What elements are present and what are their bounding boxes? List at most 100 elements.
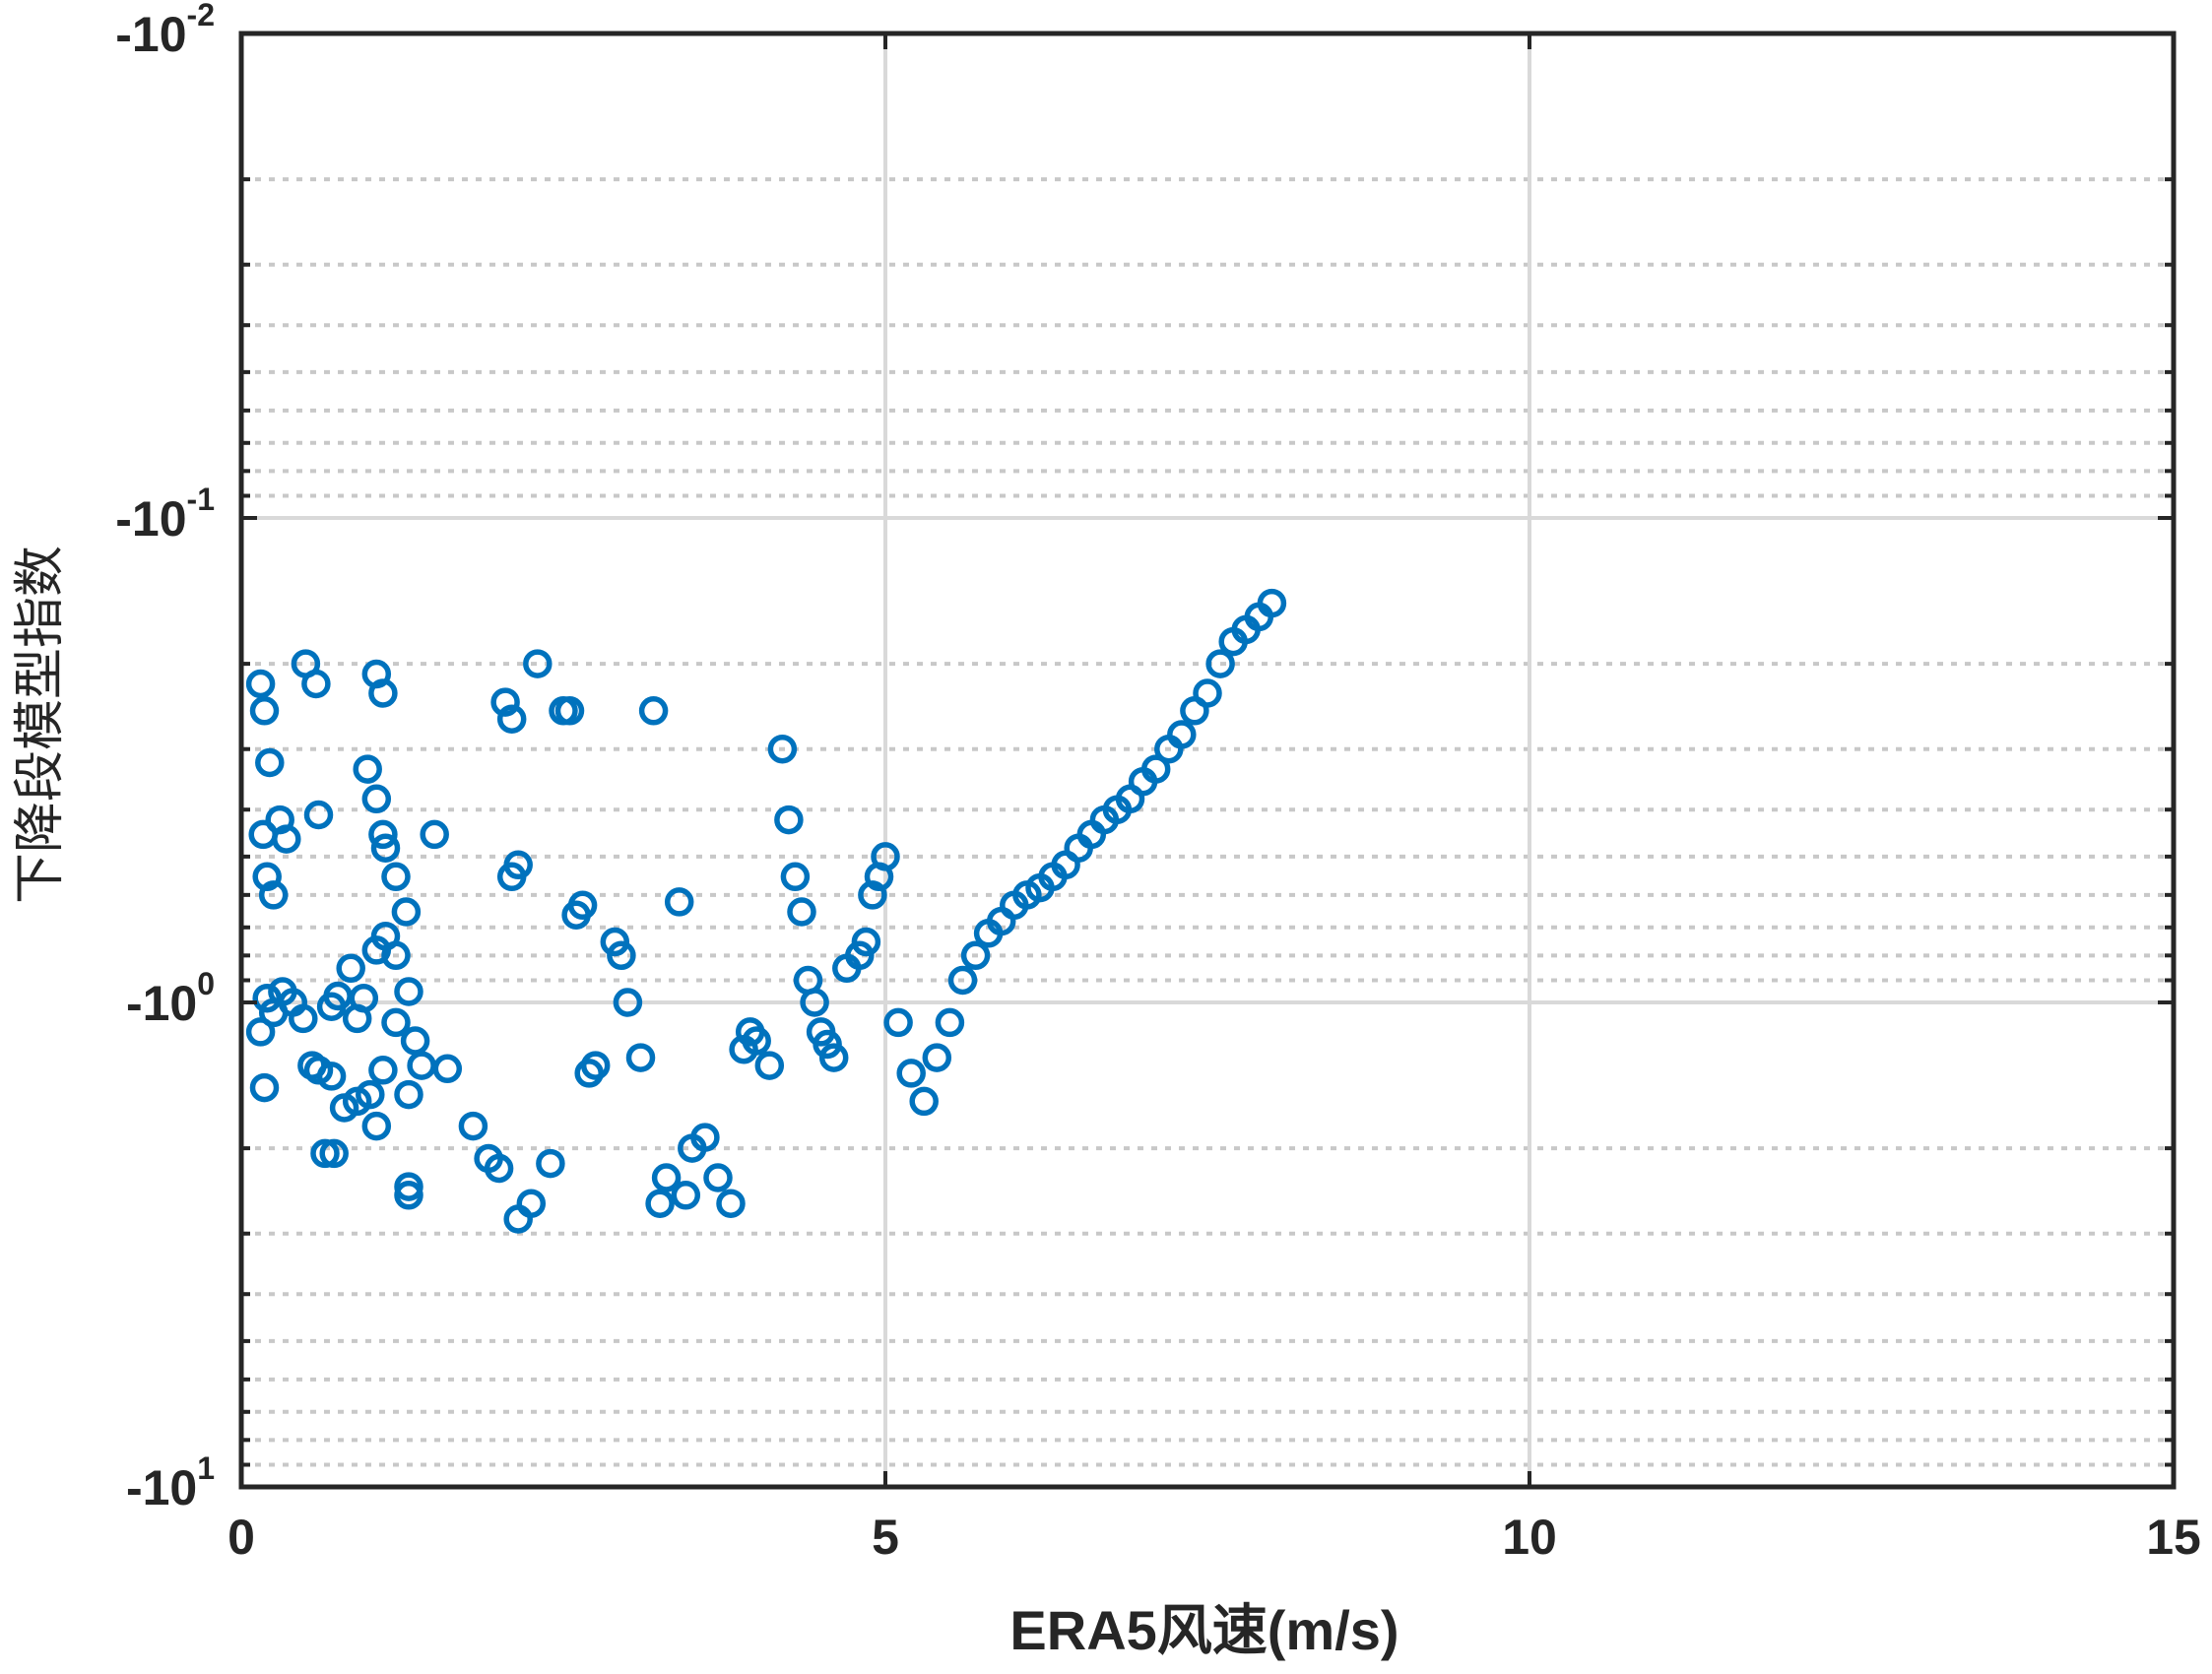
y-tick-label: -10-2 bbox=[115, 0, 215, 62]
data-point bbox=[303, 800, 334, 830]
data-point bbox=[381, 940, 411, 971]
data-point bbox=[947, 965, 978, 996]
data-point bbox=[370, 833, 401, 863]
x-tick-label: 15 bbox=[2146, 1510, 2201, 1565]
x-tick-label: 5 bbox=[872, 1510, 899, 1565]
data-point bbox=[249, 1072, 280, 1103]
data-point bbox=[767, 734, 798, 764]
data-point bbox=[381, 862, 411, 892]
data-point bbox=[851, 927, 881, 957]
data-point bbox=[1205, 649, 1235, 678]
data-point bbox=[407, 1051, 436, 1080]
data-point bbox=[651, 1163, 682, 1192]
data-point bbox=[258, 880, 289, 910]
y-tick-label: -100 bbox=[126, 966, 215, 1031]
data-point bbox=[301, 669, 331, 699]
data-point bbox=[368, 678, 398, 708]
data-point bbox=[1257, 588, 1287, 618]
data-point bbox=[1140, 754, 1171, 784]
data-point bbox=[458, 1111, 488, 1141]
data-point bbox=[780, 862, 811, 892]
data-point bbox=[361, 784, 392, 814]
data-point bbox=[394, 1172, 423, 1201]
data-point bbox=[394, 1181, 423, 1210]
axes-frame bbox=[238, 31, 2177, 1490]
x-tick-label: 10 bbox=[1502, 1510, 1557, 1565]
data-point bbox=[310, 1138, 340, 1169]
data-point bbox=[289, 1003, 318, 1034]
data-point bbox=[960, 940, 991, 971]
y-tick-labels: -10-2 -10-1 -100 -101 bbox=[115, 0, 215, 1515]
data-point bbox=[818, 1043, 849, 1072]
data-point bbox=[1193, 678, 1222, 708]
y-tick-label: -101 bbox=[126, 1450, 215, 1515]
data-point bbox=[561, 900, 591, 930]
data-point bbox=[625, 1043, 656, 1072]
x-axis-label: ERA5风速(m/s) bbox=[1009, 1599, 1399, 1661]
data-point bbox=[800, 988, 829, 1017]
data-point bbox=[432, 1054, 463, 1084]
data-point bbox=[935, 1007, 965, 1038]
data-point bbox=[394, 977, 423, 1006]
data-point bbox=[503, 1204, 533, 1234]
data-point bbox=[391, 897, 422, 927]
data-point bbox=[245, 669, 276, 699]
data-point bbox=[420, 819, 449, 850]
data-point bbox=[703, 1163, 733, 1192]
data-point bbox=[716, 1189, 746, 1218]
data-point bbox=[394, 1079, 423, 1110]
data-point bbox=[516, 1189, 547, 1218]
data-point bbox=[316, 1062, 347, 1091]
data-point bbox=[896, 1059, 926, 1088]
data-point bbox=[381, 1007, 411, 1038]
data-point bbox=[349, 983, 379, 1013]
x-tick-label: 0 bbox=[228, 1510, 255, 1565]
data-point bbox=[787, 897, 816, 927]
data-point bbox=[871, 842, 900, 871]
data-point bbox=[255, 747, 285, 778]
data-point bbox=[845, 940, 875, 971]
data-point bbox=[664, 887, 694, 917]
data-point bbox=[319, 1138, 349, 1169]
data-point bbox=[490, 687, 520, 717]
data-point bbox=[909, 1086, 939, 1117]
data-point bbox=[368, 819, 398, 850]
data-point bbox=[245, 1017, 276, 1047]
plot-frame bbox=[238, 31, 2177, 1490]
data-point bbox=[249, 696, 280, 726]
data-point bbox=[368, 1056, 398, 1085]
data-point bbox=[922, 1043, 952, 1072]
data-point bbox=[272, 824, 301, 854]
data-point bbox=[607, 940, 636, 971]
data-point bbox=[336, 953, 365, 984]
grid bbox=[239, 32, 2176, 1489]
data-point bbox=[536, 1148, 565, 1179]
data-point bbox=[353, 754, 382, 784]
data-point bbox=[580, 1051, 611, 1080]
data-point bbox=[638, 696, 669, 726]
axis-ticks bbox=[239, 32, 2176, 1489]
data-point bbox=[496, 704, 527, 734]
data-point bbox=[742, 1026, 771, 1056]
x-tick-labels: 0 5 10 15 bbox=[228, 1510, 2201, 1565]
data-point bbox=[671, 1181, 701, 1210]
data-point bbox=[1167, 720, 1197, 749]
data-point bbox=[523, 649, 553, 678]
data-point bbox=[774, 805, 804, 835]
data-point bbox=[883, 1007, 913, 1038]
data-point bbox=[690, 1123, 720, 1152]
y-axis-label: 下降段模型指数 bbox=[11, 546, 70, 904]
data-point bbox=[645, 1189, 675, 1218]
data-point bbox=[613, 988, 643, 1017]
data-point bbox=[600, 927, 630, 957]
data-point bbox=[400, 1026, 430, 1056]
data-point bbox=[496, 862, 527, 892]
data-point bbox=[356, 1079, 385, 1110]
data-points bbox=[245, 588, 1287, 1234]
data-point bbox=[484, 1153, 514, 1184]
data-point bbox=[754, 1051, 785, 1080]
data-point bbox=[361, 1111, 392, 1141]
y-tick-label: -10-1 bbox=[115, 482, 215, 547]
data-point bbox=[554, 696, 585, 726]
